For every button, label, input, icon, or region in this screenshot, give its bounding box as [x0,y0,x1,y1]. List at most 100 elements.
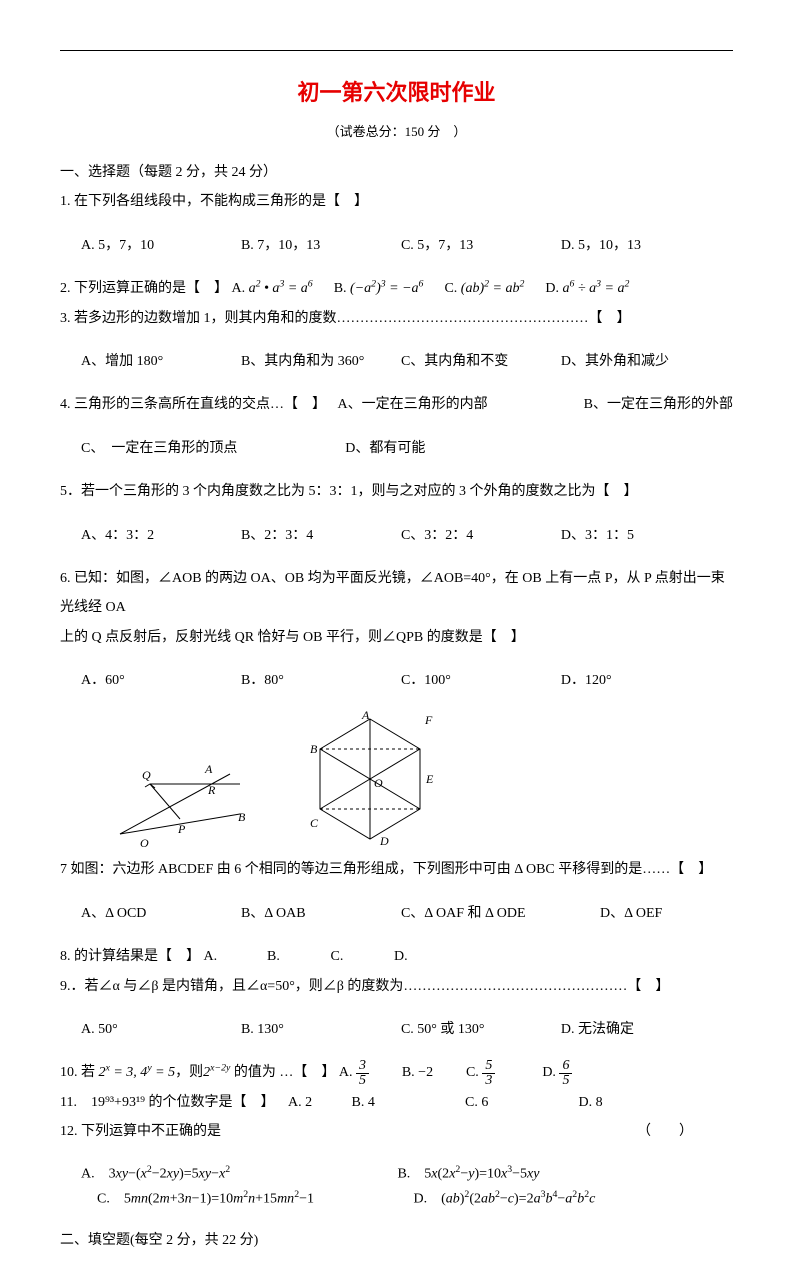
q3-C: C、其内角和不变 [401,347,557,376]
q7-options: A、Δ OCD B、Δ OAB C、Δ OAF 和 Δ ODE D、Δ OEF [60,899,733,928]
q11-D: D. 8 [579,1088,639,1117]
q6-line1: 6. 已知：如图，∠AOB 的两边 OA、OB 均为平面反光镜，∠AOB=40°… [60,564,733,623]
q10-line: 10. 若 2x = 3, 4y = 5，则2x−2y 的值为 …【 】 A. … [60,1058,733,1087]
q2-A: A. a2 • a3 = a6 [232,281,313,296]
q9-line: 9.．若∠α 与∠β 是内错角，且∠α=50°，则∠β 的度数为……………………… [60,972,733,1001]
q10-C: C. 53 [466,1065,495,1080]
fig2-F: F [424,713,433,727]
q2-lead: 2. 下列运算正确的是【 】 [60,281,228,296]
q6-C: C．100° [401,666,557,695]
q8-text: 8. 的计算结果是【 】 [60,949,200,964]
q10-lead1: 10. 若 [60,1065,99,1080]
q5-text: 5．若一个三角形的 3 个内角度数之比为 5：3：1，则与之对应的 3 个外角的… [60,477,733,506]
q3-D: D、其外角和减少 [561,347,717,376]
score-line: （试卷总分：150 分 ） [60,121,733,140]
q4-line: 4. 三角形的三条高所在直线的交点…【 】 A、一定在三角形的内部 B、一定在三… [60,390,733,419]
q6-line2: 上的 Q 点反射后，反射光线 QR 恰好与 OB 平行，则∠QPB 的度数是【 … [60,623,733,652]
q3-line: 3. 若多边形的边数增加 1，则其内角和的度数……………………………………………… [60,304,733,333]
q8-B: B. [267,942,327,971]
q11-B: B. 4 [352,1088,462,1117]
q11-C: C. 6 [465,1088,575,1117]
page-title: 初一第六次限时作业 [60,75,733,107]
fig2-A: A [361,709,370,722]
fig2-B: B [310,742,318,756]
q8-line: 8. 的计算结果是【 】 A. B. C. D. [60,942,733,971]
q6-B: B．80° [241,666,397,695]
q9-C: C. 50° 或 130° [401,1015,557,1044]
q11-A: A. 2 [288,1088,348,1117]
fig1-O: O [140,836,149,849]
fig2-E: E [425,772,434,786]
q6-D: D．120° [561,666,717,695]
fig1-A: A [204,762,213,776]
q9-dots: ………………………………………… [403,979,627,994]
q7-A: A、Δ OCD [81,899,237,928]
q9-D: D. 无法确定 [561,1015,717,1044]
q5-C: C、3：2：4 [401,521,557,550]
q12-D: D. (ab)2(2ab2−c)=2a3b4−a2b2c [413,1186,595,1212]
q4-text: 4. 三角形的三条高所在直线的交点…【 】 [60,397,326,412]
q1-A: A. 5，7，10 [81,231,237,260]
q5-D: D、3：1：5 [561,521,717,550]
q11-line: 11. 19⁹³+93¹⁹ 的个位数字是【 】 A. 2 B. 4 C. 6 D… [60,1088,733,1117]
fig2-D: D [379,834,389,848]
fig2-C: C [310,816,319,830]
q10-tail: 的值为 …【 】 [230,1065,335,1080]
q8-A: A. [204,942,264,971]
q10-B: B. −2 [372,1058,462,1087]
q7-text: 7 如图：六边形 ABCDEF 由 6 个相同的等边三角形组成，下列图形中可由 … [60,855,733,884]
q3-A: A、增加 180° [81,347,237,376]
q2-line: 2. 下列运算正确的是【 】 A. a2 • a3 = a6 B. (−a2)3… [60,274,733,303]
q7-C: C、Δ OAF 和 Δ ODE [401,899,597,928]
q11-text: 11. 19⁹³+93¹⁹ 的个位数字是【 】 [60,1095,275,1110]
q7-B: B、Δ OAB [241,899,397,928]
q3-dots: ……………………………………………… [337,311,589,326]
fig1-R: R [207,783,216,797]
q12-B: B. 5x(2x2−y)=10x3−5xy [397,1161,539,1187]
q12-A: A. 3xy−(x2−2xy)=5xy−x2 [81,1161,394,1187]
q9-bracket: 【 】 [627,979,669,994]
fig1-P: P [177,822,186,836]
q10-A: A. 35 [339,1065,369,1080]
section-1-heading: 一、选择题（每题 2 分，共 24 分） [60,158,733,187]
q10-D: D. 65 [542,1065,572,1080]
q9-text: 9.．若∠α 与∠β 是内错角，且∠α=50°，则∠β 的度数为 [60,979,403,994]
q9-options: A. 50° B. 130° C. 50° 或 130° D. 无法确定 [60,1015,733,1044]
q12-C: C. 5mn(2m+3n−1)=10m2n+15mn2−1 [81,1186,410,1212]
q3-bracket: 【 】 [589,311,631,326]
q8-C: C. [331,942,391,971]
top-rule [60,50,733,51]
q9-B: B. 130° [241,1015,397,1044]
q2-B: B. (−a2)3 = −a6 [334,281,424,296]
q4-C: C、 一定在三角形的顶点 [81,434,342,463]
q1-options: A. 5，7，10 B. 7，10，13 C. 5，7，13 D. 5，10，1… [60,231,733,260]
q4-D: D、都有可能 [345,434,425,463]
q8-D: D. [394,942,454,971]
q9-A: A. 50° [81,1015,237,1044]
q4-A: A、一定在三角形的内部 [338,397,488,412]
fig1-B: B [238,810,246,824]
q3-options: A、增加 180° B、其内角和为 360° C、其内角和不变 D、其外角和减少 [60,347,733,376]
q1-B: B. 7，10，13 [241,231,397,260]
q1-C: C. 5，7，13 [401,231,557,260]
q12-options: A. 3xy−(x2−2xy)=5xy−x2 B. 5x(2x2−y)=10x3… [60,1161,733,1213]
figure-row: Q A R P B O A F B E C D O [80,709,733,849]
q4-B: B、一定在三角形的外部 [584,390,733,419]
q5-options: A、4：3：2 B、2：3：4 C、3：2：4 D、3：1：5 [60,521,733,550]
figure-q7: A F B E C D O [280,709,460,849]
fig1-Q: Q [142,768,151,782]
q6-A: A．60° [81,666,237,695]
q2-D: D. a6 ÷ a3 = a2 [545,281,629,296]
section-2-heading: 二、填空题(每空 2 分，共 22 分) [60,1226,733,1255]
q5-A: A、4：3：2 [81,521,237,550]
q6-options: A．60° B．80° C．100° D．120° [60,666,733,695]
q4-options2: C、 一定在三角形的顶点 D、都有可能 [60,434,733,463]
q2-C: C. (ab)2 = ab2 [444,281,524,296]
q3-text: 3. 若多边形的边数增加 1，则其内角和的度数 [60,311,337,326]
q12-text: 12. 下列运算中不正确的是 [60,1124,221,1139]
q10-mid: ，则 [175,1065,203,1080]
figure-q6: Q A R P B O [80,739,250,849]
q3-B: B、其内角和为 360° [241,347,397,376]
q1-D: D. 5，10，13 [561,231,717,260]
q5-B: B、2：3：4 [241,521,397,550]
